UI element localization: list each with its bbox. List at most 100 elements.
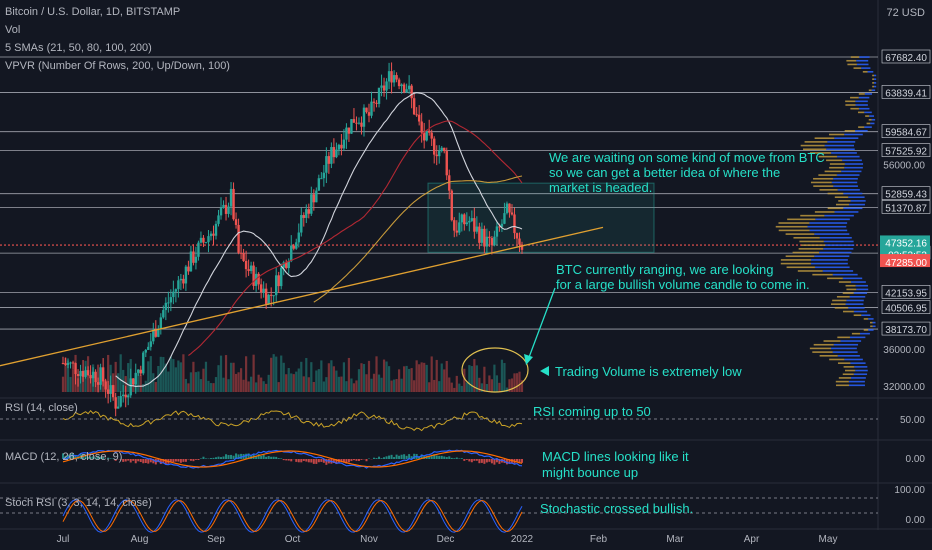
macd-hist-bar (230, 454, 233, 459)
candle-body (267, 294, 270, 304)
volume-bar (315, 370, 318, 392)
macd-hist-bar (109, 458, 112, 459)
vp-bar-down (814, 137, 835, 139)
candle-body (287, 261, 290, 269)
macd-hist-bar (473, 459, 476, 461)
vp-bar-down (858, 93, 865, 95)
volume-bar (86, 356, 90, 392)
candle-body (290, 245, 293, 262)
vp-bar-down (845, 284, 856, 287)
candle-body (307, 209, 311, 214)
level-price-label: 59584.67 (885, 128, 927, 139)
volume-bar (229, 362, 233, 392)
volume-bar (387, 366, 391, 392)
candle-body (121, 394, 125, 397)
vp-bar-down (809, 347, 832, 350)
candle-body (315, 190, 318, 203)
level-price-label: 40506.95 (885, 304, 927, 315)
vp-bar-down (797, 270, 823, 272)
volume-bar (473, 358, 476, 392)
vp-bar-up (809, 222, 848, 224)
volume-bar (508, 379, 511, 392)
candle-body (470, 218, 474, 221)
vp-bar-up (868, 318, 874, 320)
vp-bar-up (853, 310, 868, 313)
macd-hist-bar (174, 459, 177, 462)
candle-body (390, 71, 393, 83)
volume-bar (192, 361, 195, 392)
level-price-label: 67682.40 (885, 53, 927, 64)
macd-hist-bar (247, 453, 250, 459)
candle-body (407, 85, 411, 90)
price-tick-label: 56000.00 (883, 161, 925, 172)
vp-bar-down (850, 56, 860, 58)
volume-bar (197, 371, 200, 392)
volume-bar (377, 374, 381, 392)
candle-body (84, 370, 87, 377)
volume-bar (295, 371, 298, 392)
candle-body (157, 328, 160, 337)
volume-bar (144, 380, 147, 392)
stoch-lower-label: 0.00 (906, 515, 926, 526)
volume-bar (169, 356, 172, 392)
candle-body (79, 370, 82, 377)
volume-bar (485, 383, 488, 392)
vp-bar-down (838, 377, 851, 379)
vp-bar-up (871, 89, 876, 92)
vp-bar-down (793, 236, 820, 239)
volume-bar (370, 378, 373, 392)
macd-hist-bar (395, 454, 398, 459)
vp-bar-down (818, 174, 837, 176)
vp-bar-up (864, 126, 872, 128)
volume-bar (255, 382, 258, 392)
macd-hist-bar (498, 459, 501, 464)
vp-bar-up (833, 343, 859, 346)
volume-bar (232, 362, 235, 392)
candle-body (269, 294, 273, 296)
volume-bar (159, 356, 162, 392)
candle-body (345, 127, 348, 140)
vp-bar-down (829, 163, 845, 165)
candle-body (274, 275, 278, 296)
vp-bar-up (858, 96, 870, 99)
rsi-legend: RSI (14, close) (5, 402, 78, 414)
volume-bar (322, 381, 325, 392)
vol-legend: Vol (5, 24, 21, 36)
macd-hist-bar (232, 455, 235, 459)
vp-bar-down (785, 233, 815, 235)
vp-bar-up (814, 255, 850, 258)
volume-bar (164, 363, 167, 392)
candle-body (305, 209, 308, 218)
vp-bar-up (854, 366, 868, 368)
volume-bar (292, 374, 295, 392)
macd-hist-bar (332, 459, 335, 464)
macd-hist-bar (403, 454, 406, 459)
arrow-left-head (540, 366, 549, 376)
volume-bar (127, 363, 130, 392)
macd-hist-bar (267, 456, 270, 459)
candle-body (450, 190, 453, 221)
vp-bar-down (800, 144, 825, 147)
vp-bar-down (803, 148, 827, 151)
macd-hist-bar (74, 454, 77, 459)
volume-bar (443, 369, 446, 392)
candle-body (375, 102, 378, 104)
candle-body (227, 206, 230, 214)
vp-bar-up (822, 270, 854, 272)
volume-bar (415, 360, 418, 392)
volume-bar (265, 383, 268, 392)
macd-hist-bar (102, 457, 105, 459)
vp-bar-down (869, 321, 873, 324)
candle-body (219, 207, 223, 216)
volume-bar (275, 356, 278, 392)
vp-bar-up (849, 336, 866, 339)
vp-bar-down (836, 384, 850, 387)
macd-hist-bar (142, 459, 145, 464)
volume-bar (244, 356, 248, 392)
candle-body (149, 341, 152, 347)
vp-bar-up (811, 259, 848, 261)
vp-bar-up (815, 218, 850, 221)
candle-body (144, 349, 147, 353)
candle-body (300, 215, 303, 233)
